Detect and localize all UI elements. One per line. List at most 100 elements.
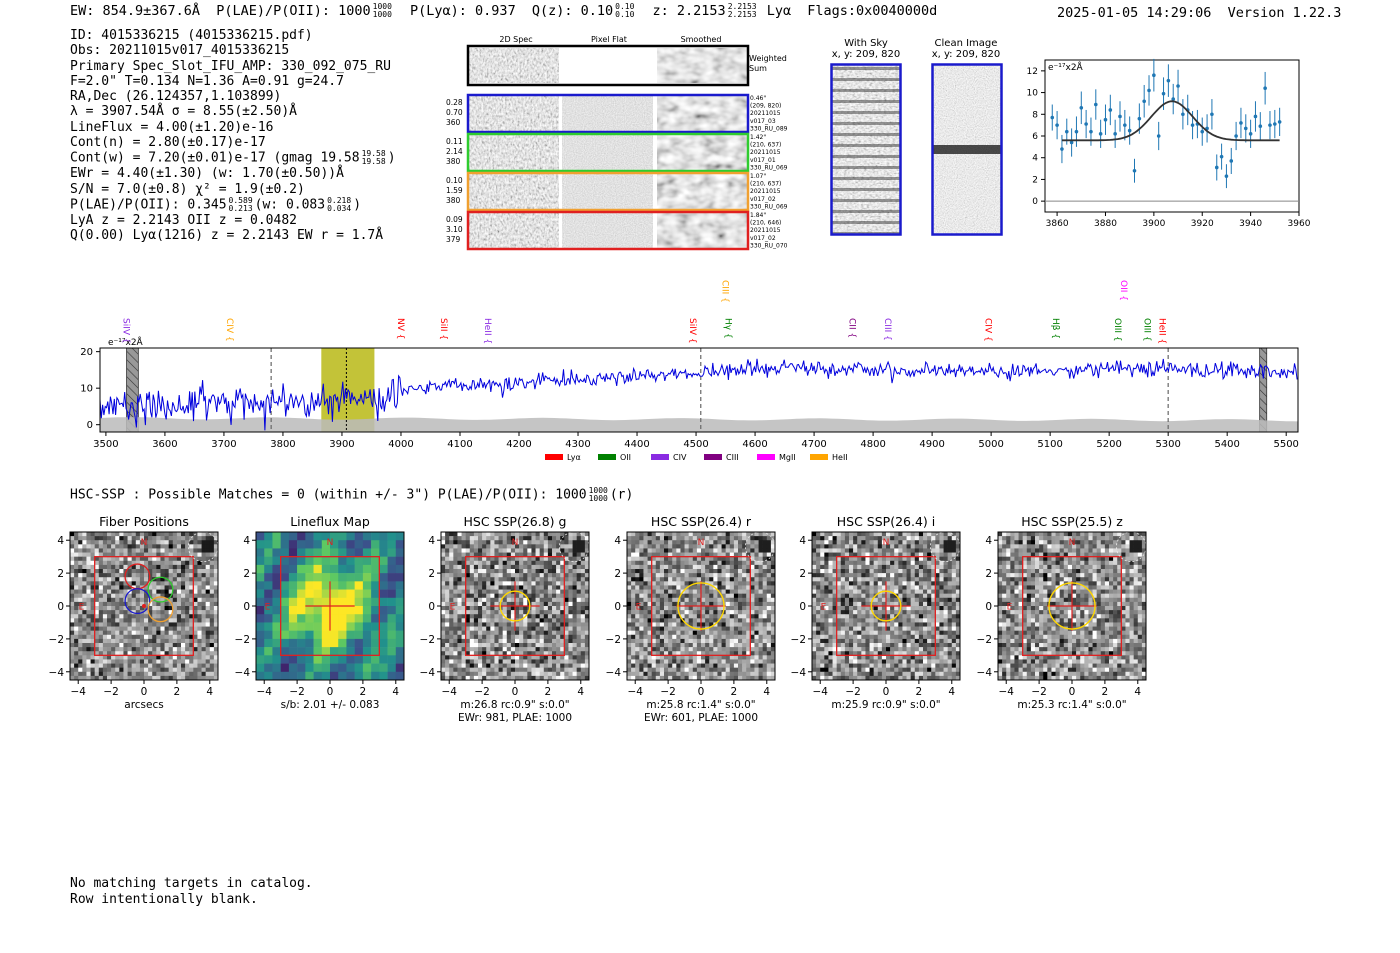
cutout-row-value: 0.70 <box>446 108 463 117</box>
panel-pixel-image <box>255 532 404 681</box>
cutout-row-info: v017_03 <box>750 118 776 125</box>
spectral-line-label: NV { <box>395 318 405 339</box>
cutout-pixel-flat <box>562 95 653 132</box>
fit-data-point <box>1074 129 1079 134</box>
cutout-row-info: 330_RU_070 <box>750 242 788 249</box>
fit-data-point <box>1108 108 1113 112</box>
clean-title: Clean Image x, y: 209, 820 <box>926 38 1006 60</box>
fit-data-point <box>1113 132 1117 136</box>
masked-region <box>1259 347 1268 433</box>
panel-x-tick-label: −2 <box>289 686 304 698</box>
panel-pixel-image <box>626 532 775 681</box>
legend-entry: CIII <box>704 453 739 462</box>
header-z: z: 2.2153 <box>652 3 726 19</box>
footer-line-2: Row intentionally blank. <box>70 891 258 907</box>
cutout-row-frame <box>466 132 750 173</box>
fit-x-tick-label: 3960 <box>1288 219 1311 229</box>
info-lya-z: LyA z = 2.2143 OII z = 0.0482 <box>70 212 297 228</box>
imaging-panels: Fiber Positions N E −4 −4 −2 −2 0 0 2 2 4 4 arcsecs Li… <box>40 512 1180 727</box>
header-plae: P(LAE)/P(OII): 1000 <box>216 3 371 19</box>
panel-x-tick-label: −2 <box>845 686 860 698</box>
fit-x-tick-label: 3920 <box>1191 219 1214 229</box>
spectrum-x-tick-label: 5400 <box>1214 439 1239 450</box>
legend-swatch <box>757 454 775 460</box>
info-plae-w: (w: 0.083 <box>254 197 326 213</box>
east-label: E <box>635 602 641 612</box>
fit-data-point <box>1055 123 1059 127</box>
panel-x-tick-label: 2 <box>916 686 923 698</box>
fit-data-point <box>1214 165 1219 170</box>
cutout-row-info: 0.46" <box>750 95 766 102</box>
spectrum-y-tick-label: 10 <box>80 384 93 395</box>
info-primary: Primary Spec_Slot_IFU_AMP: 330_092_075_R… <box>70 58 391 74</box>
fit-data-point <box>1277 120 1282 124</box>
fit-data-point <box>1229 159 1234 163</box>
spectrum-x-tick-label: 4400 <box>624 439 649 450</box>
cutout-row-value: 380 <box>446 157 461 166</box>
panel-y-tick-label: 2 <box>614 568 621 580</box>
legend-label: MgII <box>779 453 796 462</box>
header-summary: EW: 854.9±367.6Å P(LAE)/P(OII): 1000 1000… <box>70 2 938 20</box>
fit-data-point <box>1084 122 1088 126</box>
panel-x-tick-label: −4 <box>256 686 272 698</box>
header-z-lo: 2.2153 <box>727 10 757 19</box>
imaging-panel: HSC SSP(25.5) z N E −4 −4 −2 −2 0 0 2 2 4 4 m:25.3 rc… <box>976 514 1146 711</box>
hsc-summary-lo: 1000 <box>588 494 608 503</box>
panel-title: HSC SSP(26.4) r <box>650 514 751 529</box>
panel-title: Fiber Positions <box>99 514 189 529</box>
panel-y-tick-label: −4 <box>605 667 621 679</box>
cutout-row-value: 2.14 <box>446 147 463 156</box>
header-plae-hi: 1000 <box>372 2 392 11</box>
spectrum-x-tick-label: 4700 <box>801 439 826 450</box>
fit-data-point <box>1064 129 1069 134</box>
fit-data-point <box>1156 134 1161 138</box>
spectrum-x-tick-label: 5200 <box>1096 439 1121 450</box>
spectrum-x-tick-label: 4800 <box>860 439 885 450</box>
panel-y-tick-label: −2 <box>49 634 64 646</box>
cutout-row-info: v017_02 <box>750 235 776 242</box>
cutout-row-info: 20211015 <box>750 188 781 195</box>
panel-x-tick-label: 4 <box>206 686 213 698</box>
spectral-line-label: SiIV { <box>687 318 697 344</box>
panel-y-tick-label: −4 <box>791 667 807 679</box>
header-qz-lo: 0.10 <box>615 10 635 19</box>
col-smoothed: Smoothed <box>681 35 722 44</box>
east-label: E <box>450 602 456 612</box>
cutout-row-info: (210, 637) <box>750 181 781 188</box>
fit-data-point <box>1219 154 1224 159</box>
header-plya: P(Lyα): 0.937 <box>410 3 516 19</box>
spectral-line-label: OIII { <box>1112 318 1122 342</box>
sky-title-1: With Sky <box>844 38 888 49</box>
fit-x-tick-label: 3940 <box>1239 219 1262 229</box>
cutout-row-value: 360 <box>446 118 461 127</box>
spectral-line-label: SiIV { <box>121 318 131 344</box>
search-box <box>465 556 565 656</box>
fit-data-point <box>1132 168 1137 173</box>
cutout-row-value: 0.11 <box>446 137 463 146</box>
spectrum-x-tick-label: 5100 <box>1037 439 1062 450</box>
spectrum-x-tick-label: 5300 <box>1155 439 1180 450</box>
imaging-panel: Lineflux Map N E −4 −4 −2 −2 0 0 2 2 4 4 s/b: 2.01 +/… <box>234 514 404 711</box>
spectrum-flux-line <box>99 358 1298 431</box>
panel-y-tick-label: 4 <box>428 535 435 547</box>
spectral-line-label: Hγ { <box>723 318 733 339</box>
panel-caption-2: EWr: 981, PLAE: 1000 <box>458 712 572 724</box>
north-label: N <box>326 538 333 548</box>
spectral-line-label: CIII { <box>720 280 730 303</box>
fit-data-point <box>1137 116 1142 121</box>
cutout-2d-spec <box>468 212 559 249</box>
info-plae-w-hi: 0.218 <box>327 195 352 205</box>
header-flags: Flags:0x0040000d <box>807 3 938 19</box>
panel-x-tick-label: 4 <box>763 686 770 698</box>
spectrum-y-tick-label: 0 <box>87 420 93 431</box>
info-radec: RA,Dec (26.124357,1.103899) <box>70 89 282 105</box>
fit-y-tick-label: 0 <box>1032 197 1038 207</box>
legend-entry: HeII <box>810 453 848 462</box>
cutout-row-info: v017_01 <box>750 157 776 164</box>
header-plae-lo: 1000 <box>372 10 392 19</box>
cutout-row-value: 0.09 <box>446 215 463 224</box>
sky-title: With Sky x, y: 209, 820 <box>831 38 901 60</box>
spectrum-x-tick-label: 4900 <box>919 439 944 450</box>
panel-x-tick-label: 2 <box>359 686 366 698</box>
